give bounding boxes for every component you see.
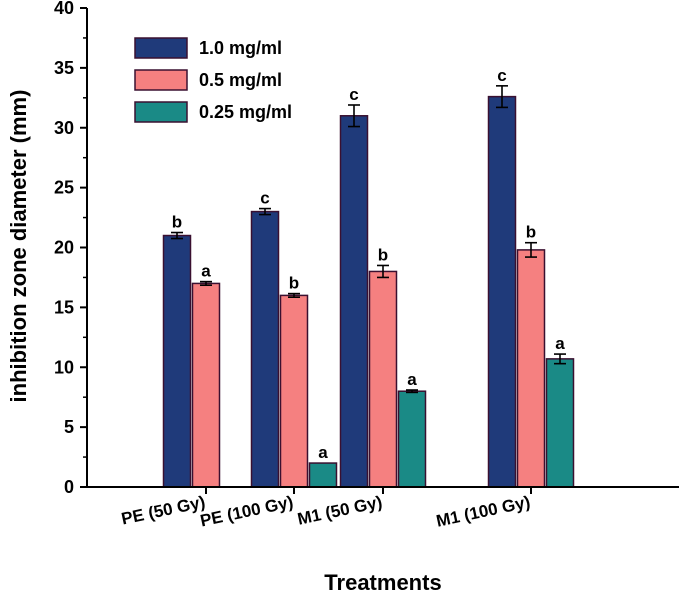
y-tick-label: 10 bbox=[54, 357, 74, 377]
significance-letter: b bbox=[172, 213, 182, 232]
x-tick-label: PE (100 Gy) bbox=[198, 492, 294, 530]
x-axis: PE (50 Gy)PE (100 Gy) M1 (50 Gy) M1 (100 G… bbox=[87, 486, 679, 531]
bar bbox=[516, 249, 546, 488]
y-tick-label: 25 bbox=[54, 178, 74, 198]
y-tick-label: 35 bbox=[54, 58, 74, 78]
significance-letter: a bbox=[201, 262, 211, 281]
significance-letter: b bbox=[378, 245, 388, 264]
y-tick-label: 30 bbox=[54, 118, 74, 138]
y-tick-label: 40 bbox=[54, 0, 74, 18]
y-axis: 0 5 10 15 20 25 30 35 40 bbox=[54, 0, 88, 497]
significance-letter: c bbox=[497, 66, 506, 85]
bar bbox=[339, 115, 369, 488]
y-tick-label: 15 bbox=[54, 297, 74, 317]
bar bbox=[279, 294, 309, 488]
significance-letter: c bbox=[260, 189, 269, 208]
bar bbox=[308, 462, 338, 488]
significance-letter: b bbox=[526, 223, 536, 242]
bar bbox=[397, 390, 427, 488]
legend-label: 0.5 mg/ml bbox=[199, 70, 282, 90]
legend-swatch bbox=[134, 101, 188, 123]
significance-letter: a bbox=[318, 443, 328, 462]
legend: 1.0 mg/ml 0.5 mg/ml 0.25 mg/ml bbox=[134, 37, 292, 123]
bar bbox=[191, 282, 221, 488]
bar bbox=[545, 358, 575, 488]
x-tick-label: PE (50 Gy) bbox=[120, 492, 207, 528]
x-axis-label: Treatments bbox=[324, 570, 441, 595]
bar bbox=[368, 270, 398, 488]
significance-letter: b bbox=[289, 274, 299, 293]
significance-letter: a bbox=[555, 334, 565, 353]
x-tick-label: M1 (100 Gy) bbox=[435, 492, 532, 530]
bar bbox=[487, 95, 517, 488]
plot-area: b c c c a b b b a a a bbox=[162, 66, 575, 488]
legend-swatch bbox=[134, 69, 188, 91]
bar bbox=[162, 234, 192, 488]
legend-label: 0.25 mg/ml bbox=[199, 102, 292, 122]
y-tick-label: 5 bbox=[64, 417, 74, 437]
y-axis-label: inhibition zone diameter (mm) bbox=[6, 90, 31, 403]
legend-swatch bbox=[134, 37, 188, 59]
y-tick-label: 0 bbox=[64, 477, 74, 497]
significance-letter: a bbox=[407, 370, 417, 389]
bar bbox=[250, 210, 280, 488]
x-tick-label: M1 (50 Gy) bbox=[296, 492, 384, 528]
legend-label: 1.0 mg/ml bbox=[199, 38, 282, 58]
y-tick-label: 20 bbox=[54, 238, 74, 258]
significance-letter: c bbox=[349, 85, 358, 104]
